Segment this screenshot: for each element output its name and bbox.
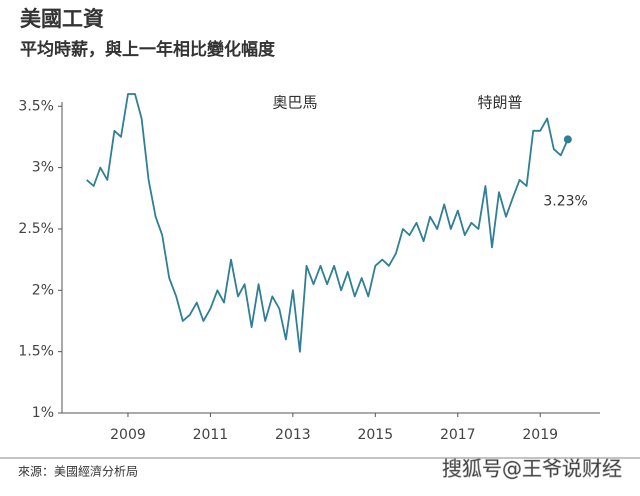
x-tick-label: 2015 xyxy=(357,427,393,443)
line-series xyxy=(86,93,569,353)
x-tick-label: 2017 xyxy=(440,427,476,443)
annotation: 特朗普 xyxy=(477,94,522,112)
end-label: 3.23% xyxy=(543,193,587,209)
x-tick-label: 2019 xyxy=(522,427,558,443)
annotation: 奧巴馬 xyxy=(272,94,317,112)
end-point xyxy=(563,135,572,144)
y-tick-label: 3.5% xyxy=(18,98,54,114)
y-tick-label: 1% xyxy=(32,405,54,421)
source: 來源：美國經濟分析局 xyxy=(18,464,138,479)
x-tick-label: 2009 xyxy=(110,427,146,443)
y-tick-label: 2% xyxy=(32,282,54,298)
chart-subtitle: 平均時薪，與上一年相比變化幅度 xyxy=(20,39,276,60)
x-tick-label: 2011 xyxy=(193,427,229,443)
y-tick-label: 1.5% xyxy=(18,344,54,360)
watermark: 搜狐号@王爷说财经 xyxy=(442,457,622,481)
y-tick-label: 3% xyxy=(32,160,54,176)
chart-title: 美國工資 xyxy=(20,7,104,31)
x-tick-label: 2013 xyxy=(275,427,311,443)
y-tick-label: 2.5% xyxy=(18,221,54,237)
